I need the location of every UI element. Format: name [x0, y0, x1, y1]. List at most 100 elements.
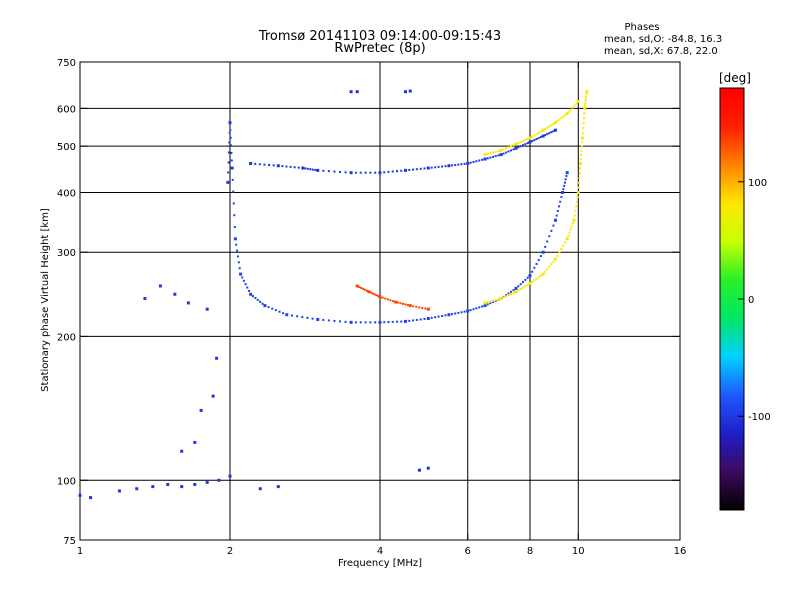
- data-point-fill: [544, 134, 547, 137]
- data-point-fill: [333, 319, 336, 322]
- data-point-fill: [567, 234, 570, 237]
- data-point: [528, 140, 532, 144]
- data-point: [394, 300, 398, 304]
- y-tick-label: 75: [63, 536, 76, 547]
- data-point: [403, 168, 407, 172]
- data-point: [541, 128, 545, 132]
- data-point-fill: [494, 155, 497, 158]
- data-point-fill: [519, 283, 522, 286]
- x-tick-label: 10: [572, 546, 585, 557]
- data-point: [367, 290, 371, 294]
- data-point-fill: [524, 285, 527, 288]
- data-point-fill: [375, 294, 378, 297]
- data-point-fill: [564, 114, 567, 117]
- data-point-fill: [507, 292, 510, 295]
- data-point: [572, 218, 576, 222]
- data-point-fill: [374, 321, 377, 324]
- y-tick-label: 400: [57, 188, 76, 199]
- data-point: [378, 320, 382, 324]
- data-point-fill: [522, 286, 525, 289]
- data-point-fill: [519, 141, 522, 144]
- data-point: [417, 468, 421, 472]
- data-point-fill: [314, 168, 317, 171]
- data-point-fill: [415, 168, 418, 171]
- data-point-fill: [517, 285, 520, 288]
- colorbar-tick-label: 100: [748, 178, 767, 189]
- data-point-fill: [454, 312, 457, 315]
- data-point: [514, 146, 518, 150]
- data-point-fill: [507, 150, 510, 153]
- data-point-fill: [229, 129, 232, 132]
- data-point-fill: [537, 259, 540, 262]
- data-point: [217, 478, 221, 482]
- data-point-fill: [558, 118, 561, 121]
- data-point-fill: [454, 163, 457, 166]
- data-point-fill: [358, 285, 361, 288]
- data-point-fill: [585, 93, 588, 96]
- data-point: [249, 292, 253, 296]
- y-tick-label: 300: [57, 248, 76, 259]
- data-point-fill: [362, 287, 365, 290]
- data-point-fill: [408, 319, 411, 322]
- data-point-fill: [282, 312, 285, 315]
- data-point-fill: [423, 317, 426, 320]
- data-point: [316, 317, 320, 321]
- data-point: [447, 164, 451, 168]
- data-point-fill: [444, 165, 447, 168]
- data-point-fill: [481, 158, 484, 161]
- data-point-fill: [507, 146, 510, 149]
- data-point-fill: [505, 294, 508, 297]
- data-point-fill: [492, 299, 495, 302]
- data-point-fill: [548, 235, 551, 238]
- data-point: [553, 128, 557, 132]
- data-point-fill: [546, 126, 549, 129]
- data-point-fill: [502, 152, 505, 155]
- stats-line-o: mean, sd,O: -84.8, 16.3: [604, 34, 722, 45]
- data-point-fill: [492, 301, 495, 304]
- data-point-fill: [256, 298, 259, 301]
- data-point-fill: [338, 320, 341, 323]
- data-point-fill: [267, 306, 270, 309]
- data-point: [158, 284, 162, 288]
- y-tick-label: 750: [57, 58, 76, 69]
- data-point-fill: [564, 178, 567, 181]
- data-point-fill: [360, 286, 363, 289]
- data-point-fill: [247, 289, 250, 292]
- data-point-fill: [395, 320, 398, 323]
- data-point-fill: [584, 99, 587, 102]
- data-point: [349, 90, 353, 94]
- data-point-fill: [252, 295, 255, 298]
- data-point: [541, 250, 545, 254]
- data-point-fill: [311, 317, 314, 320]
- data-point-fill: [560, 248, 563, 251]
- data-point-fill: [472, 160, 475, 163]
- data-point-fill: [546, 268, 549, 271]
- data-point-fill: [556, 254, 559, 257]
- data-point-fill: [392, 300, 395, 303]
- data-point: [585, 90, 589, 94]
- data-point: [483, 153, 487, 157]
- data-point-fill: [418, 306, 421, 309]
- data-point: [528, 274, 532, 278]
- data-point-fill: [359, 171, 362, 174]
- stats-line-x: mean, sd,X: 67.8, 22.0: [604, 46, 718, 57]
- data-point-fill: [475, 307, 478, 310]
- data-point-fill: [387, 170, 390, 173]
- data-point-fill: [344, 171, 347, 174]
- data-point-fill: [246, 286, 249, 289]
- data-point-fill: [512, 144, 515, 147]
- data-point-fill: [507, 294, 510, 297]
- data-point: [355, 284, 359, 288]
- data-point-fill: [369, 321, 372, 324]
- data-point: [499, 153, 503, 157]
- data-point-fill: [562, 115, 565, 118]
- data-point-fill: [510, 290, 513, 293]
- data-point-fill: [510, 149, 513, 152]
- data-point-fill: [387, 321, 390, 324]
- data-point-fill: [272, 164, 275, 167]
- data-point-fill: [236, 249, 239, 252]
- data-point-fill: [236, 255, 239, 258]
- data-point: [499, 297, 503, 301]
- data-point-fill: [271, 307, 274, 310]
- data-point-fill: [437, 315, 440, 318]
